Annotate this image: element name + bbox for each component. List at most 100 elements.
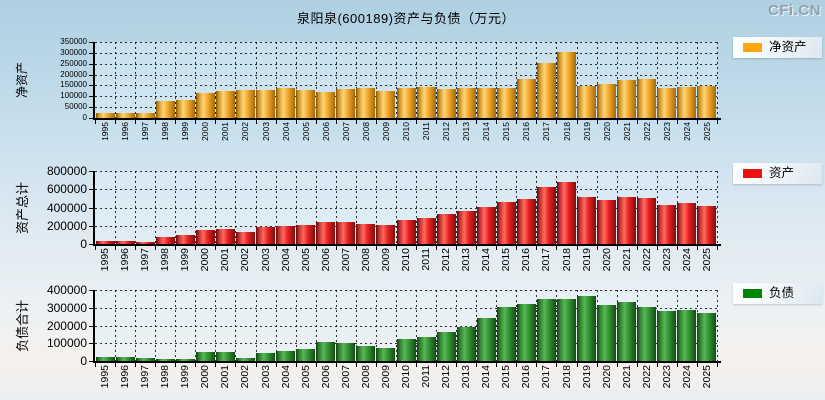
x-tick: [536, 363, 537, 367]
x-tick: [336, 363, 337, 367]
gridline-v: [376, 42, 377, 118]
x-tick-label-2023: 2023: [660, 365, 673, 389]
gridline-v: [396, 290, 397, 361]
x-tick-label-1997: 1997: [139, 365, 152, 389]
gridline-v: [577, 42, 578, 118]
x-tick-label-2021: 2021: [620, 248, 633, 272]
x-tick-label-1995: 1995: [99, 365, 112, 389]
x-tick-label-2004: 2004: [280, 122, 291, 141]
gridline-v: [336, 171, 337, 244]
gridline-v: [376, 290, 377, 361]
gridline-v: [296, 290, 297, 361]
gridline-v: [456, 42, 457, 118]
x-tick-label-2011: 2011: [420, 365, 433, 388]
bar-2011: [416, 218, 436, 244]
y-tick-label: 800000: [46, 164, 87, 179]
bar-2024: [677, 310, 697, 361]
gridline-v: [416, 171, 417, 244]
x-tick-label-2004: 2004: [279, 248, 292, 272]
gridline-h: [95, 290, 717, 291]
x-tick-label-2018: 2018: [560, 365, 573, 389]
bar-2000: [195, 93, 215, 118]
x-tick: [215, 120, 216, 124]
x-tick: [657, 120, 658, 124]
x-tick: [597, 120, 598, 124]
gridline-h: [95, 171, 717, 172]
x-tick: [356, 363, 357, 367]
x-axis: [93, 361, 721, 363]
gridline-v: [235, 171, 236, 244]
x-tick: [276, 246, 277, 250]
x-tick: [556, 120, 557, 124]
y-tick: [89, 107, 93, 108]
bar-2004: [276, 226, 296, 244]
bar-2003: [256, 353, 275, 361]
x-tick-label-2008: 2008: [359, 365, 372, 389]
y-tick-label: 300000: [46, 301, 87, 316]
x-tick-label-2023: 2023: [661, 122, 672, 141]
bar-2002: [236, 358, 255, 361]
gridline-v: [235, 42, 236, 118]
y-tick-label: 300000: [60, 48, 87, 58]
x-tick-label-2003: 2003: [259, 248, 272, 272]
bar-2016: [516, 79, 536, 118]
bar-2007: [336, 222, 356, 244]
x-tick: [416, 363, 417, 367]
x-tick: [95, 120, 96, 124]
gridline-v: [597, 42, 598, 118]
x-tick: [356, 246, 357, 250]
x-tick-label-2023: 2023: [660, 248, 673, 272]
x-tick: [175, 246, 176, 250]
bar-2018: [557, 299, 576, 361]
x-tick: [316, 120, 317, 124]
x-tick: [155, 363, 156, 367]
x-tick-label-2003: 2003: [259, 365, 272, 389]
x-tick: [456, 120, 457, 124]
bar-2023: [657, 88, 677, 118]
x-tick: [476, 246, 477, 250]
x-axis: [93, 118, 721, 120]
x-tick: [717, 363, 718, 367]
gridline-h: [95, 326, 717, 327]
gridline-v: [697, 42, 698, 118]
bar-1999: [175, 235, 195, 244]
bar-2003: [256, 227, 275, 244]
x-tick-label-2007: 2007: [339, 248, 352, 272]
bar-2006: [316, 342, 336, 361]
x-tick-label-2021: 2021: [621, 122, 632, 141]
x-tick-label-2022: 2022: [640, 248, 653, 272]
x-tick-label-2022: 2022: [641, 122, 652, 141]
x-tick: [657, 363, 658, 367]
x-tick: [496, 120, 497, 124]
bar-2000: [195, 230, 215, 244]
x-tick: [697, 120, 698, 124]
x-tick-label-1998: 1998: [159, 365, 172, 389]
x-tick: [436, 246, 437, 250]
gridline-v: [135, 290, 136, 361]
x-tick: [296, 363, 297, 367]
gridline-v: [516, 42, 517, 118]
y-tick-label: 100000: [60, 91, 87, 101]
bar-2001: [215, 91, 235, 118]
gridline-v: [536, 171, 537, 244]
gridline-v: [456, 171, 457, 244]
y-tick: [89, 118, 93, 119]
gridline-v: [115, 171, 116, 244]
gridline-v: [135, 42, 136, 118]
legend-swatch-liabilities: [743, 289, 762, 298]
bar-2025: [697, 86, 717, 118]
x-tick: [115, 246, 116, 250]
gridline-v: [155, 42, 156, 118]
legend-label-assets: 资产: [769, 166, 795, 180]
gridline-v: [496, 42, 497, 118]
x-tick-label-2001: 2001: [220, 122, 231, 141]
x-tick: [175, 120, 176, 124]
y-tick-label: 0: [80, 354, 87, 369]
x-tick: [536, 246, 537, 250]
bar-2012: [436, 332, 456, 361]
bar-2012: [436, 89, 456, 118]
y-tick-label: 400000: [46, 283, 87, 298]
x-tick-label-2002: 2002: [239, 248, 252, 272]
x-tick: [617, 363, 618, 367]
